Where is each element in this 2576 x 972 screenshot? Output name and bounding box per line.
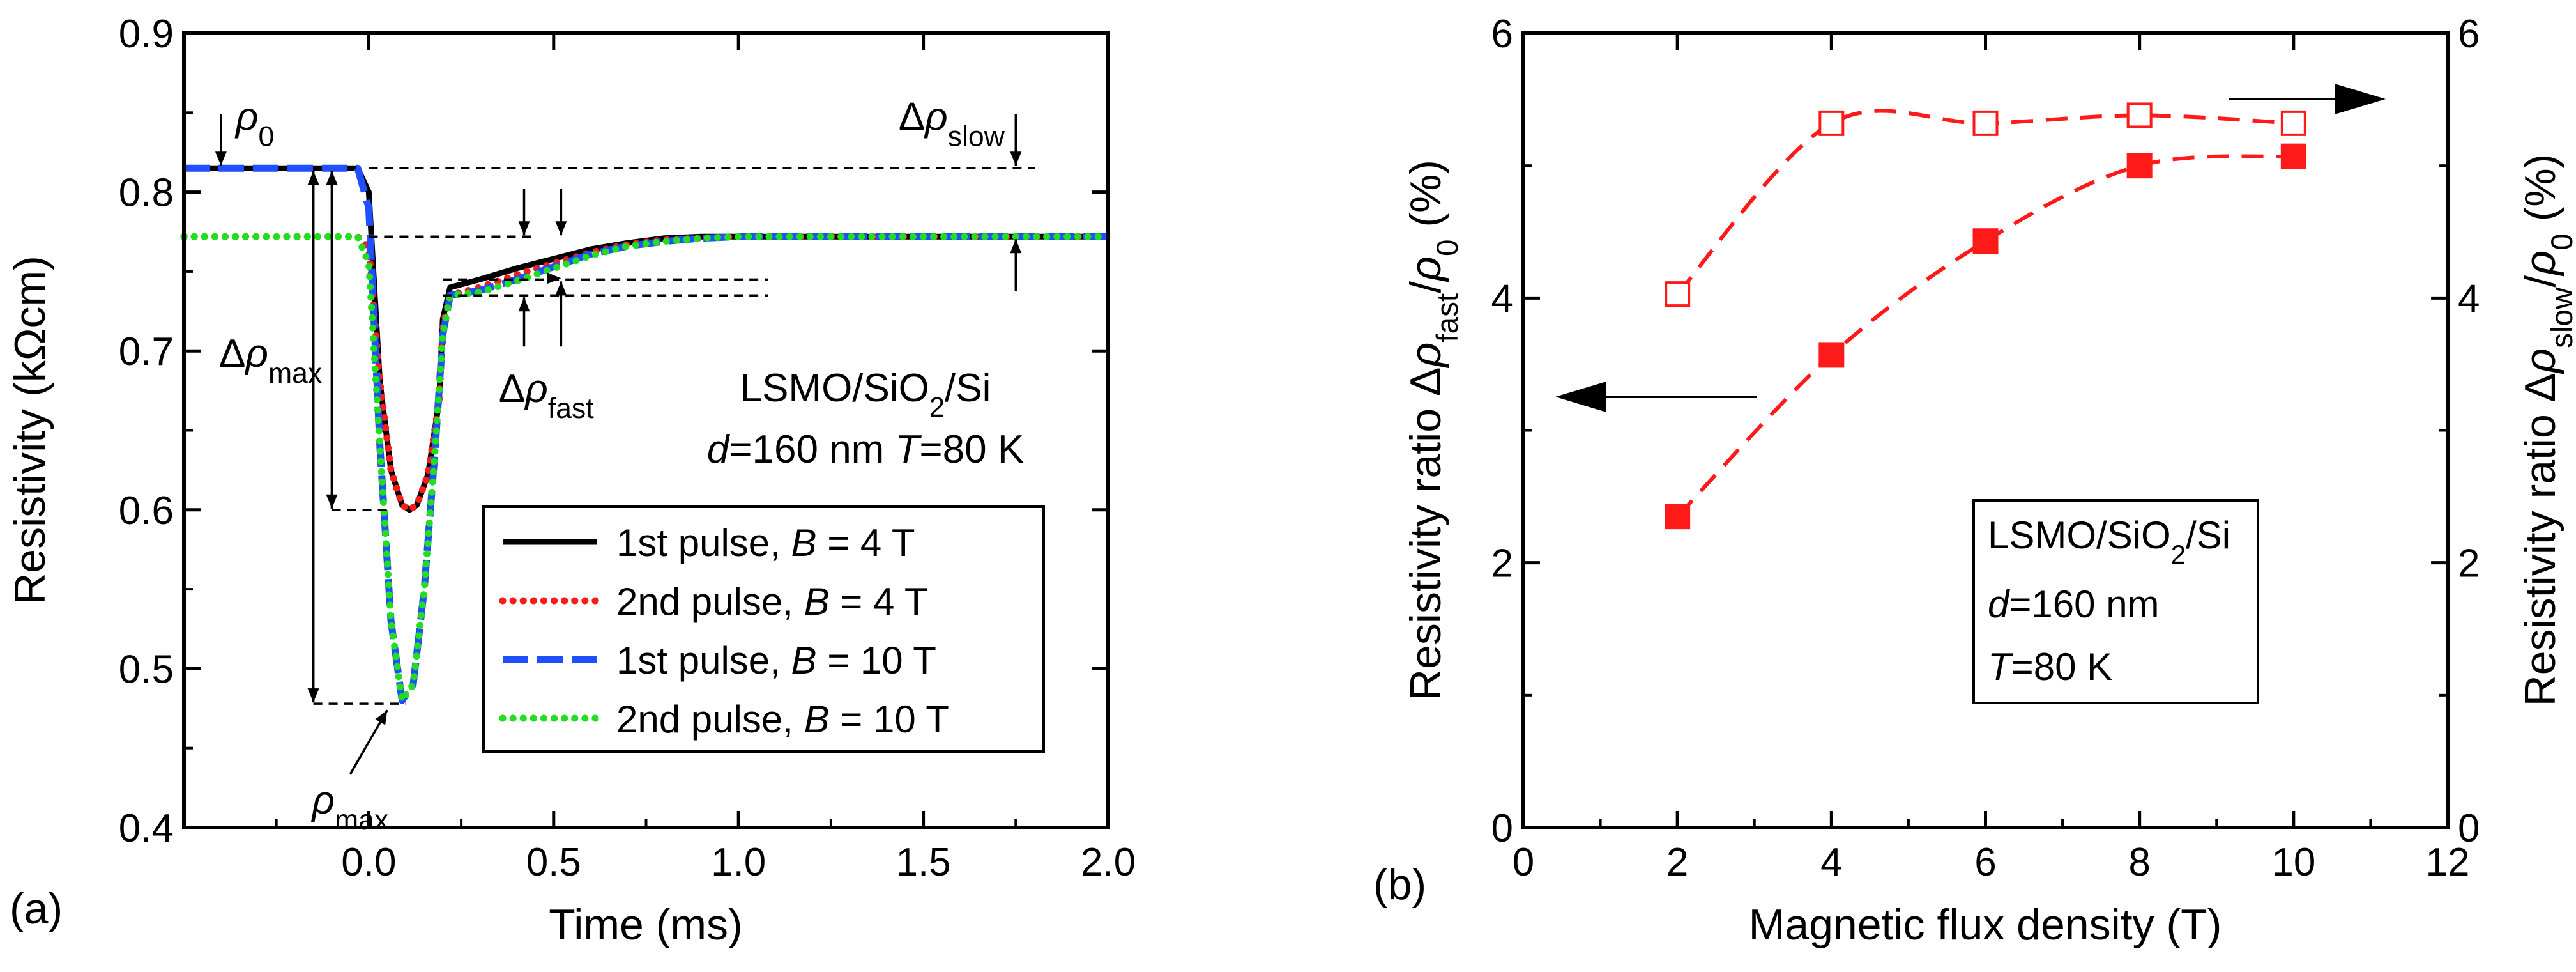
- legend-label-1: 1st pulse, B = 4 T: [616, 521, 915, 564]
- panel-b-series-1-point: [1818, 342, 1845, 368]
- x-tick-label: 8: [2128, 840, 2150, 884]
- panel-b-series-2-point: [2126, 102, 2153, 128]
- x-tick-label: 1.0: [711, 840, 766, 884]
- annotation-d_rho_slow: Δρslow: [899, 95, 1005, 152]
- panel-a-legend: 1st pulse, B = 4 T 2nd pulse, B = 4 T 1st …: [482, 505, 1045, 753]
- panel-b-series-2-point: [1818, 110, 1845, 136]
- annotation-arrow-head: [215, 151, 227, 166]
- y-tick-label: 0.6: [119, 489, 174, 533]
- x-tick-label: 0: [1513, 840, 1534, 884]
- panel-b-sample-line2: d=160 nm: [1988, 583, 2160, 626]
- y-right-tick-label: 6: [2458, 12, 2480, 56]
- x-tick-label: 12: [2426, 840, 2470, 884]
- y-left-tick-label: 0: [1491, 806, 1513, 851]
- panel-b-series-1-point: [1665, 504, 1691, 530]
- y-tick-label: 0.4: [119, 806, 174, 851]
- x-tick-label: 2.0: [1081, 840, 1136, 884]
- panel-b-sample-box: [1972, 499, 2259, 704]
- annotation-arrow-head: [1010, 151, 1022, 166]
- annotation-arrow-head: [555, 281, 567, 296]
- annotation-rho0: ρ0: [234, 95, 274, 152]
- panel-b-series-1-point: [2280, 143, 2306, 169]
- annotation-arrow-head: [1010, 239, 1022, 254]
- panel-b-sample-line1: LSMO/SiO2/Si: [1988, 514, 2230, 569]
- legend-label-4: 2nd pulse, B = 10 T: [616, 698, 949, 741]
- panel-b-label: (b): [1373, 860, 1426, 909]
- y-right-tick-label: 4: [2458, 277, 2480, 321]
- annotation-arrow-head: [375, 710, 388, 725]
- annotation-rho_max: ρmax: [311, 778, 389, 836]
- panel-a-sample-info: LSMO/SiO2/Si d=160 nm T=80 K: [707, 366, 1024, 472]
- panel-a-sample-line2: d=160 nm T=80 K: [707, 428, 1024, 472]
- y-tick-label: 0.9: [119, 12, 174, 56]
- y-tick-label: 0.7: [119, 330, 174, 374]
- panel-a-sample-line1: LSMO/SiO2/Si: [740, 366, 991, 423]
- y-left-tick-label: 2: [1491, 542, 1513, 586]
- x-tick-label: 10: [2271, 840, 2315, 884]
- legend-label-3: 1st pulse, B = 10 T: [616, 639, 936, 682]
- panel-b-x-axis-label: Magnetic flux density (T): [1749, 900, 2222, 949]
- y-right-tick-label: 0: [2458, 806, 2480, 851]
- panel-b-series: [1665, 102, 2306, 530]
- y-left-tick-label: 4: [1491, 277, 1513, 321]
- x-tick-label: 2: [1666, 840, 1688, 884]
- panel-b-series-2-point: [1972, 110, 1999, 136]
- annotation-arrow-head: [547, 272, 561, 284]
- annotation-d_rho_fast: Δρfast: [499, 367, 594, 424]
- x-tick-label: 4: [1820, 840, 1842, 884]
- annotation-arrow-head: [326, 171, 338, 185]
- panel-a-y-axis-label: Resistivity (kΩcm): [6, 256, 54, 605]
- panel-a-x-axis-label: Time (ms): [549, 900, 742, 949]
- panel-b-series-1-line: [1675, 154, 2294, 518]
- panel-a-legend-items: 1st pulse, B = 4 T 2nd pulse, B = 4 T 1st …: [499, 521, 949, 741]
- panel-b: 0 2 4 6 8 10 120 02 24 46 6 Magnetic flux density …: [1373, 12, 2576, 949]
- x-tick-label: 6: [1974, 840, 1996, 884]
- panel-b-ticks: 0 2 4 6 8 10 120 02 24 46 6: [1491, 12, 2480, 884]
- y-left-tick-label: 6: [1491, 12, 1513, 56]
- annotation-arrow-head: [307, 171, 319, 185]
- panel-b-series-2-point: [1665, 281, 1691, 307]
- panel-a-ticks: 0.0 0.5 1.0 1.5 2.0 0.4 0.5 0.6 0.7 0.8 0.9: [119, 12, 1136, 884]
- panel-b-series-1-point: [2126, 153, 2153, 179]
- panel-a-annotations: ρ0 Δρslow Δρmax Δρfast ρmax: [215, 95, 1035, 836]
- annotation-d_rho_max: Δρmax: [219, 332, 322, 389]
- x-tick-label: 0.0: [341, 840, 396, 884]
- panel-b-left-arrow: [1555, 382, 1757, 412]
- panel-b-sample-line3: T=80 K: [1988, 645, 2112, 688]
- y-tick-label: 0.8: [119, 171, 174, 215]
- panel-b-right-arrow: [2229, 84, 2386, 114]
- panel-a-label: (a): [10, 884, 63, 933]
- arrow-head: [1555, 382, 1606, 412]
- annotation-arrow-head: [518, 297, 530, 312]
- annotation-arrow-head: [555, 221, 567, 236]
- panel-b-y-axis-left-label: Resistivity ratio Δρfast/ρ0 (%): [1401, 160, 1465, 700]
- annotation-arrow-head: [518, 221, 530, 236]
- panel-b-series-2-point: [2280, 110, 2306, 136]
- arrow-head: [2335, 84, 2386, 114]
- y-right-tick-label: 2: [2458, 542, 2480, 586]
- panel-b-sample-info: LSMO/SiO2/Si d=160 nm T=80 K: [1972, 499, 2259, 704]
- legend-label-2: 2nd pulse, B = 4 T: [616, 580, 928, 623]
- panel-b-y-axis-right-label: Resistivity ratio Δρslow/ρ0 (%): [2516, 154, 2576, 707]
- y-tick-label: 0.5: [119, 647, 174, 691]
- panel-b-series-1-point: [1972, 228, 1999, 254]
- panel-a-series-2-line: [180, 233, 1112, 514]
- x-tick-label: 1.5: [896, 840, 950, 884]
- panel-a-legend-box: [482, 505, 1045, 753]
- x-tick-label: 0.5: [526, 840, 581, 884]
